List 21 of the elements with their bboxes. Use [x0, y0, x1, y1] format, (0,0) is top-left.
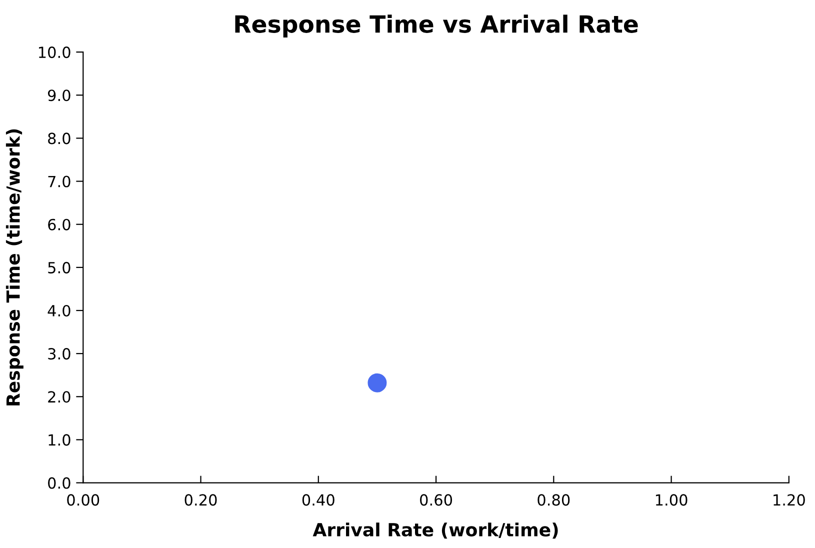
- y-tick-label: 0.0: [48, 477, 70, 489]
- y-tick-label: 9.0: [48, 90, 70, 102]
- x-tick-label: 1.20: [774, 494, 805, 506]
- y-tick-label: 2.0: [48, 391, 70, 403]
- x-tick-label: 0.00: [67, 494, 100, 506]
- y-tick-label: 4.0: [48, 304, 70, 317]
- x-tick-label: 0.80: [538, 494, 570, 506]
- x-tick-label: 0.40: [302, 494, 334, 506]
- x-tick-label: 0.20: [184, 494, 217, 506]
- y-tick-label: 5.0: [48, 262, 70, 274]
- y-tick-label: 7.0: [48, 176, 70, 188]
- x-axis-title: Arrival Rate (work/time): [312, 522, 558, 539]
- y-tick-label: 3.0: [48, 348, 70, 360]
- y-tick-label: 8.0: [48, 132, 70, 144]
- x-tick-label: 1.00: [656, 494, 688, 506]
- y-tick-label: 6.0: [48, 218, 70, 230]
- chart-title: Response Time vs Arrival Rate: [235, 14, 638, 38]
- y-axis-title: Response Time (time/work): [6, 129, 24, 406]
- x-tick-label: 0.60: [420, 494, 452, 506]
- y-tick-label: 1.0: [48, 434, 70, 446]
- y-tick-label: 10.0: [38, 46, 70, 58]
